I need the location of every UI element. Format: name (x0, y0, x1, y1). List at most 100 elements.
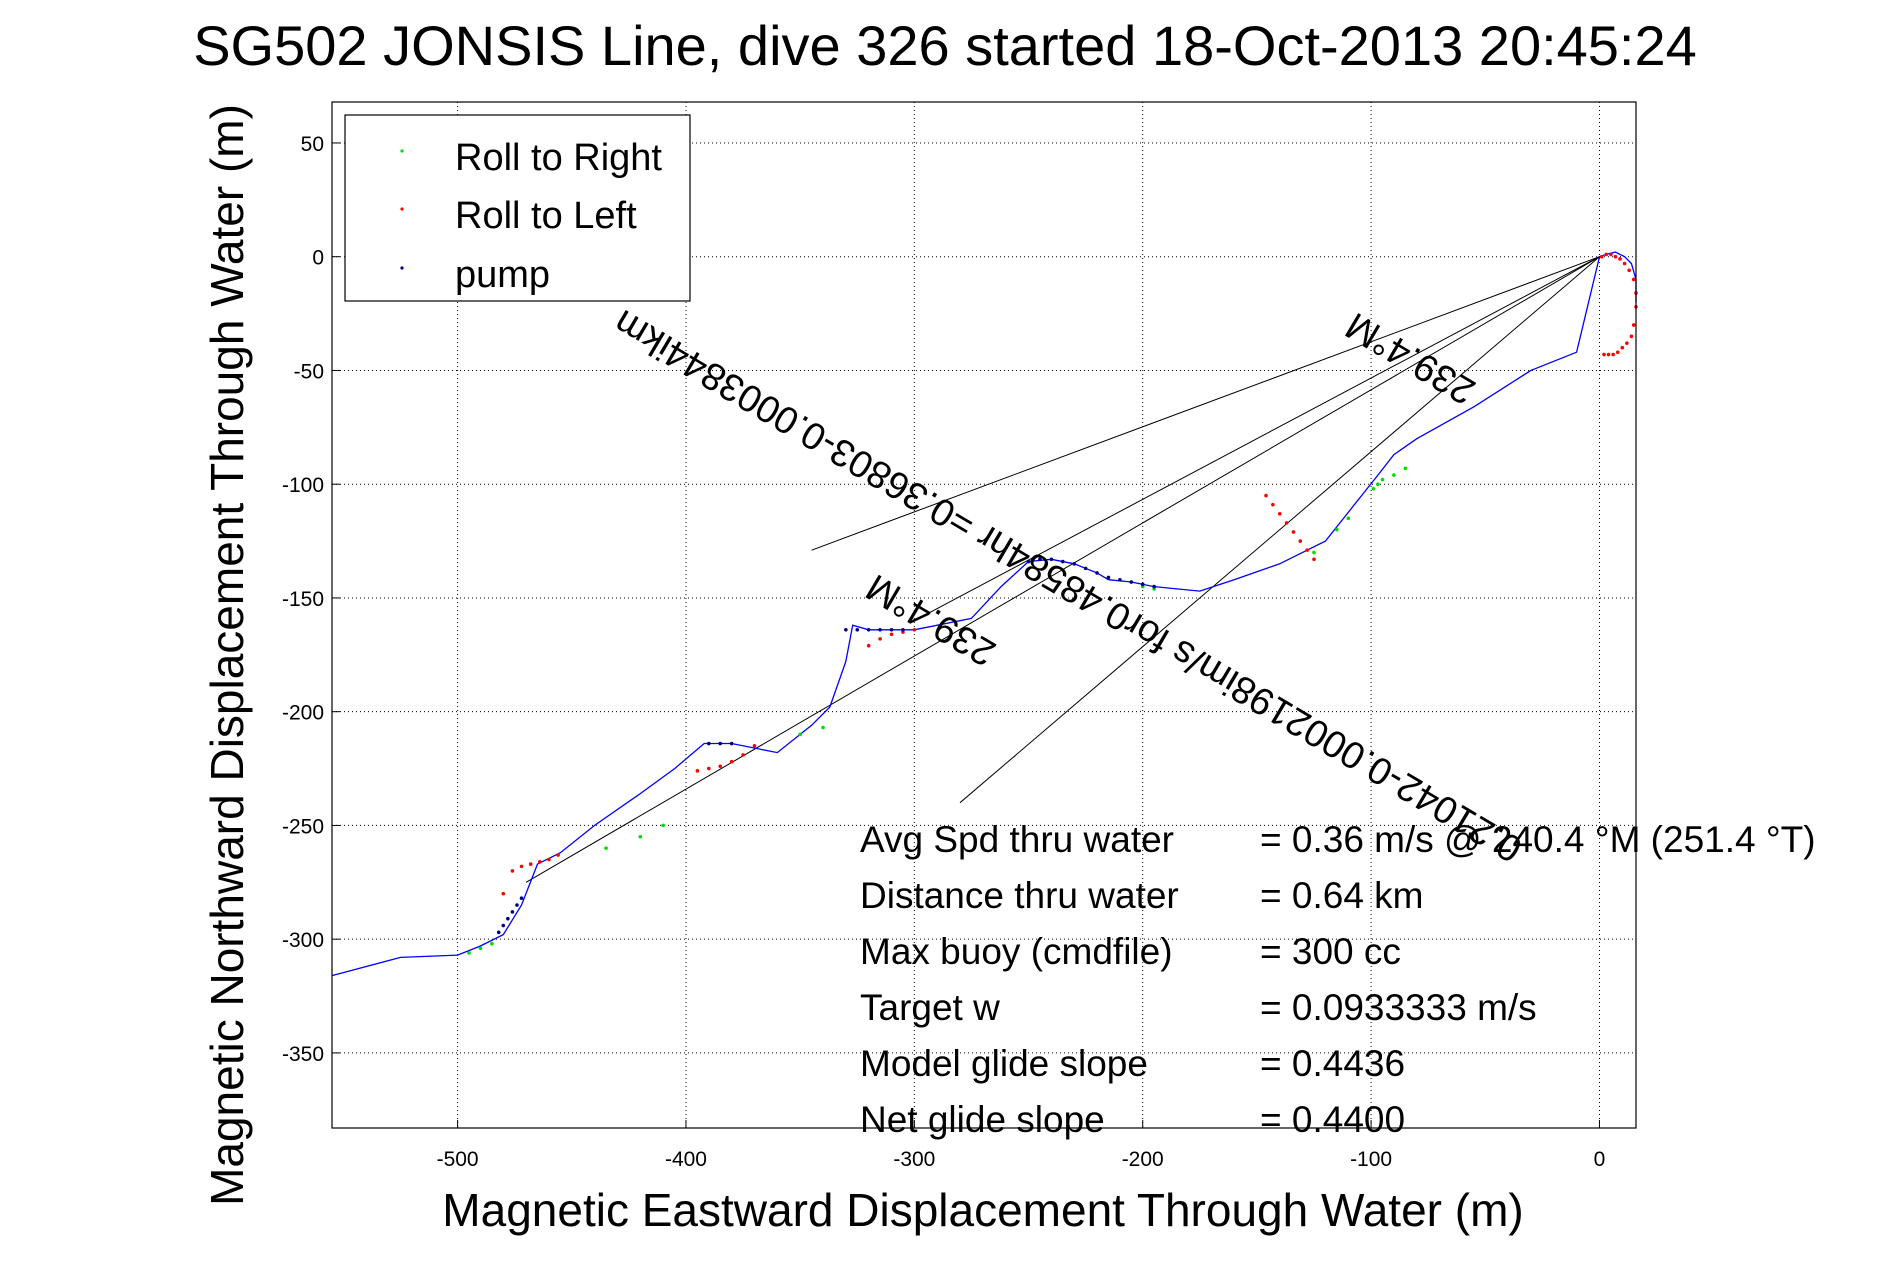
y-tick-label: -250 (282, 815, 324, 838)
point-pump (878, 627, 882, 632)
annotation-value: = 0.64 km (1260, 875, 1424, 916)
point-roll-to-left (1620, 345, 1625, 350)
annotation-label: Net glide slope (860, 1099, 1105, 1140)
point-roll-to-left (707, 766, 711, 771)
annotation-label: Max buoy (cmdfile) (860, 931, 1173, 972)
point-roll-to-right (467, 951, 471, 955)
point-roll-to-right (638, 835, 643, 839)
point-roll-to-left (1291, 530, 1296, 534)
point-roll-to-right (821, 725, 825, 730)
x-tick-label: -200 (1122, 1148, 1164, 1171)
legend-marker-roll-left (400, 207, 404, 211)
point-roll-to-right (1312, 550, 1316, 555)
point-roll-to-left (1631, 277, 1636, 282)
point-roll-to-right (1371, 486, 1376, 491)
reference-line (811, 256, 1600, 551)
point-pump (901, 627, 905, 632)
point-roll-to-left (1271, 502, 1275, 507)
point-roll-to-left (752, 744, 757, 748)
point-pump (1083, 566, 1088, 571)
point-pump (1095, 571, 1099, 575)
point-roll-to-left (1298, 539, 1303, 543)
point-roll-to-left (1615, 350, 1620, 355)
x-axis-label: Magnetic Eastward Displacement Through W… (442, 1184, 1523, 1236)
point-roll-to-left (1609, 252, 1613, 257)
point-roll-to-left (1264, 493, 1268, 498)
point-pump (1152, 584, 1156, 589)
y-tick-label: -150 (282, 588, 324, 611)
point-pump (1106, 575, 1111, 580)
x-tick-label: -500 (437, 1148, 479, 1171)
point-roll-to-right (1376, 482, 1380, 486)
point-roll-to-right (1392, 473, 1396, 477)
point-roll-to-left (547, 857, 551, 862)
point-pump (1072, 562, 1077, 566)
y-tick-label: 0 (312, 247, 324, 270)
annotation-value: = 0.4436 (1260, 1043, 1405, 1084)
point-pump (515, 903, 519, 907)
point-roll-to-left (538, 860, 542, 864)
legend-label-roll-left: Roll to Left (455, 195, 637, 237)
point-pump (718, 741, 723, 746)
legend-marker-pump (400, 266, 404, 270)
plot-border (331, 101, 1637, 1129)
x-tick-label: -100 (1350, 1148, 1392, 1171)
point-roll-to-left (718, 764, 723, 769)
point-pump (501, 923, 506, 928)
point-roll-to-left (1622, 261, 1627, 266)
point-roll-to-left (1599, 254, 1604, 259)
point-pump (1118, 577, 1122, 582)
point-roll-to-right (1346, 516, 1351, 521)
point-pump (1026, 559, 1031, 564)
point-roll-to-left (1631, 323, 1636, 327)
point-roll-to-left (519, 864, 524, 869)
point-roll-to-left (1305, 548, 1309, 552)
y-tick-label: -100 (282, 474, 324, 497)
point-roll-to-left (878, 637, 882, 641)
point-roll-to-right (1335, 527, 1339, 532)
y-tick-label: 50 (301, 133, 324, 156)
legend-marker-roll-right (400, 149, 404, 153)
annotation-label: Avg Spd thru water (860, 819, 1174, 860)
point-roll-to-left (1312, 557, 1316, 562)
point-roll-to-right (604, 846, 608, 850)
point-pump (1060, 559, 1065, 564)
grid-lines (332, 102, 1636, 1128)
plot-area: 239.4°M0.21042-0.0002198im/s for0.48584h… (331, 101, 1816, 1140)
point-roll-to-left (1606, 352, 1611, 357)
annotation-value: = 0.4400 (1260, 1099, 1405, 1140)
point-pump (1140, 582, 1145, 587)
legend-label-roll-right: Roll to Right (455, 137, 662, 179)
point-roll-to-left (1284, 521, 1289, 525)
y-tick-label: -350 (282, 1043, 324, 1066)
point-roll-to-left (741, 753, 745, 757)
y-tick-label: -300 (282, 929, 324, 952)
point-pump (707, 741, 711, 746)
y-tick-label: -50 (294, 360, 324, 383)
point-roll-to-left (501, 891, 506, 896)
reference-line (525, 256, 1600, 883)
point-roll-to-left (1613, 254, 1618, 259)
y-axis-ticks: 50 0 -50 -100 -150 -200 -250 -300 -350 (282, 133, 340, 1066)
annotation-value: = 300 cc (1260, 931, 1401, 972)
point-roll-to-right (478, 946, 483, 951)
annotation-label: Distance thru water (860, 875, 1179, 916)
data-points (467, 252, 1638, 955)
point-pump (855, 627, 860, 632)
annotation-value: = 0.0933333 m/s (1260, 987, 1537, 1028)
annotation-value: = 0.36 m/s @ 240.4 °M (251.4 °T) (1260, 819, 1816, 860)
point-roll-to-left (866, 643, 871, 648)
reference-line (959, 256, 1600, 804)
point-roll-to-left (1625, 341, 1629, 345)
point-roll-to-left (889, 632, 894, 637)
point-roll-to-left (1611, 352, 1615, 357)
point-pump (496, 930, 501, 935)
legend-label-pump: pump (455, 254, 550, 296)
point-roll-to-left (1277, 511, 1282, 516)
chart-title: SG502 JONSIS Line, dive 326 started 18-O… (193, 14, 1697, 77)
annotation-block: Avg Spd thru water = 0.36 m/s @ 240.4 °M … (860, 819, 1816, 1140)
point-pump (506, 916, 510, 921)
y-tick-label: -200 (282, 702, 324, 725)
point-roll-to-left (556, 853, 560, 857)
